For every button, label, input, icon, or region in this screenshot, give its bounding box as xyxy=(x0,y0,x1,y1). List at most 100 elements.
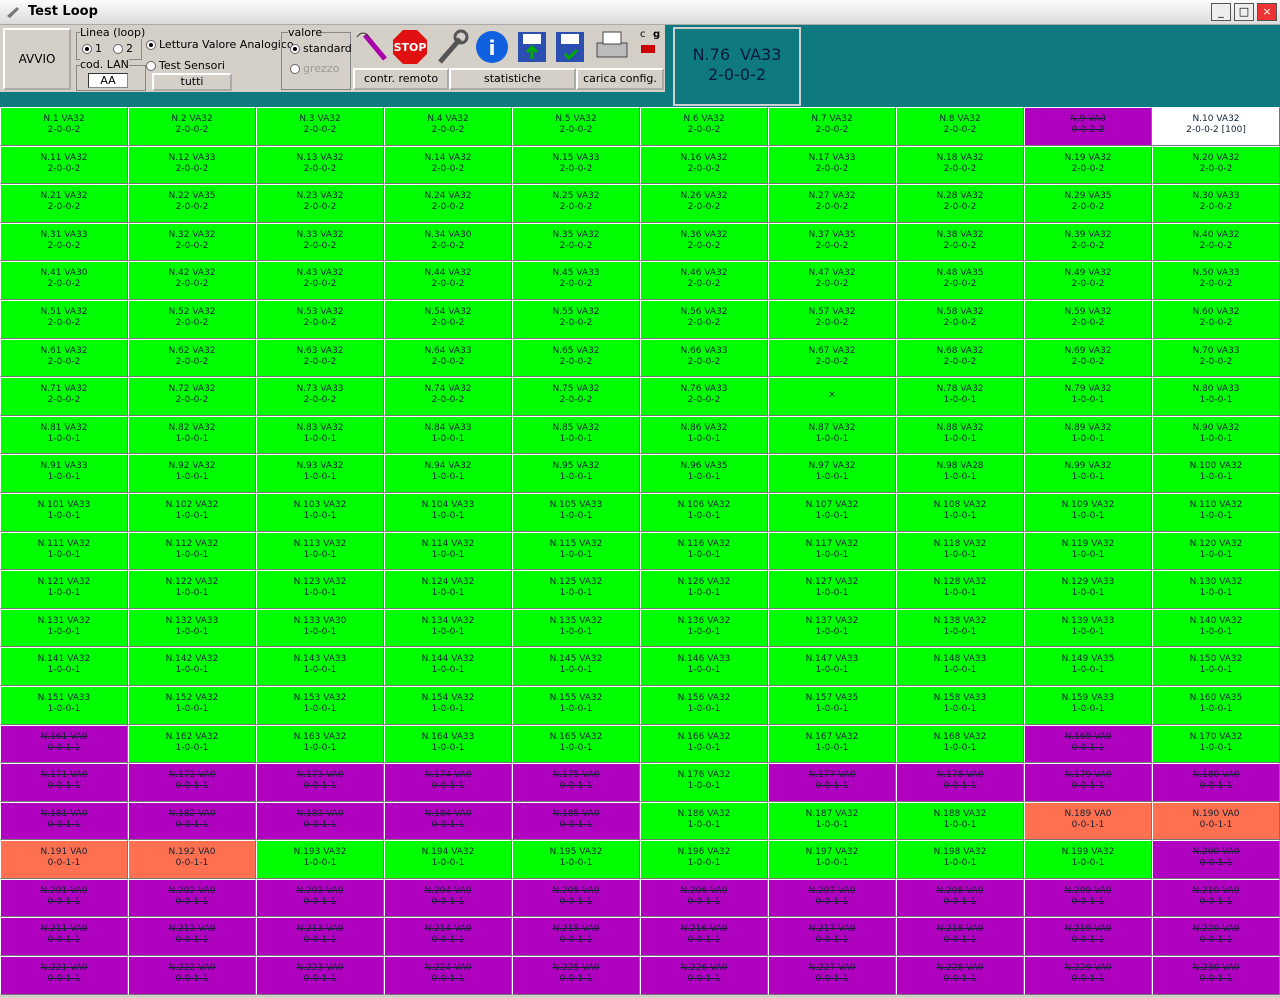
sensor-cell[interactable]: N.195 VA32 1-0-0-1 xyxy=(512,840,640,879)
sensor-cell[interactable]: N.12 VA33 2-0-0-2 xyxy=(128,145,256,185)
sensor-cell[interactable]: N.53 VA32 2-0-0-2 xyxy=(256,299,384,339)
sensor-cell[interactable]: N.31 VA33 2-0-0-2 xyxy=(0,222,128,262)
sensor-cell[interactable]: N.49 VA32 2-0-0-2 xyxy=(1024,261,1152,300)
sensor-cell[interactable]: N.228 VA0 0-0-1-1 xyxy=(896,956,1024,995)
tab-button[interactable]: carica config. xyxy=(576,68,664,90)
sensor-cell[interactable]: N.136 VA32 1-0-0-1 xyxy=(640,608,768,648)
print-icon[interactable] xyxy=(596,31,628,58)
sensor-cell[interactable]: N.114 VA32 1-0-0-1 xyxy=(384,531,512,571)
sensor-cell[interactable]: N.52 VA32 2-0-0-2 xyxy=(128,299,256,339)
sensor-cell[interactable]: N.158 VA33 1-0-0-1 xyxy=(896,685,1024,725)
sensor-cell[interactable]: N.229 VA0 0-0-1-1 xyxy=(1024,956,1152,995)
sensor-cell[interactable]: N.134 VA32 1-0-0-1 xyxy=(384,608,512,648)
sensor-cell[interactable]: N.11 VA32 2-0-0-2 xyxy=(0,145,128,185)
sensor-cell[interactable]: N.100 VA32 1-0-0-1 xyxy=(1152,454,1280,493)
sensor-cell[interactable]: N.106 VA32 1-0-0-1 xyxy=(640,492,768,532)
sensor-cell[interactable]: N.204 VA0 0-0-1-1 xyxy=(384,878,512,918)
sensor-cell[interactable]: N.167 VA32 1-0-0-1 xyxy=(768,724,896,764)
sensor-cell[interactable]: N.104 VA33 1-0-0-1 xyxy=(384,492,512,532)
sensor-cell[interactable]: N.78 VA32 1-0-0-1 xyxy=(896,377,1024,416)
sensor-cell[interactable]: N.215 VA0 0-0-1-1 xyxy=(512,917,640,957)
sensor-cell[interactable]: N.223 VA0 0-0-1-1 xyxy=(256,956,384,995)
sensor-cell[interactable]: N.141 VA32 1-0-0-1 xyxy=(0,647,128,686)
sensor-cell[interactable]: N.25 VA32 2-0-0-2 xyxy=(512,184,640,223)
sensor-cell[interactable]: N.163 VA32 1-0-0-1 xyxy=(256,724,384,764)
sensor-cell[interactable]: N.107 VA32 1-0-0-1 xyxy=(768,492,896,532)
sensor-cell[interactable]: N.39 VA32 2-0-0-2 xyxy=(1024,222,1152,262)
sensor-cell[interactable]: N.127 VA32 1-0-0-1 xyxy=(768,570,896,609)
sensor-cell[interactable]: N.4 VA32 2-0-0-2 xyxy=(384,107,512,146)
sensor-cell[interactable]: N.207 VA0 0-0-1-1 xyxy=(768,878,896,918)
sensor-cell[interactable]: N.65 VA32 2-0-0-2 xyxy=(512,338,640,378)
sensor-cell[interactable]: N.66 VA33 2-0-0-2 xyxy=(640,338,768,378)
sensor-cell[interactable]: N.57 VA32 2-0-0-2 xyxy=(768,299,896,339)
sensor-cell[interactable]: N.185 VA0 0-0-1-1 xyxy=(512,801,640,841)
save-icon[interactable] xyxy=(518,32,546,62)
sensor-cell[interactable]: N.156 VA32 1-0-0-1 xyxy=(640,685,768,725)
sensor-cell[interactable]: N.68 VA32 2-0-0-2 xyxy=(896,338,1024,378)
sensor-cell[interactable]: N.29 VA35 2-0-0-2 xyxy=(1024,184,1152,223)
sensor-cell[interactable]: N.230 VA0 0-0-1-1 xyxy=(1152,956,1280,995)
sensor-cell[interactable]: N.97 VA32 1-0-0-1 xyxy=(768,454,896,493)
sensor-cell[interactable]: N.160 VA35 1-0-0-1 xyxy=(1152,685,1280,725)
sensor-cell[interactable]: N.179 VA0 0-0-1-1 xyxy=(1024,763,1152,802)
sensor-cell[interactable]: N.101 VA33 1-0-0-1 xyxy=(0,492,128,532)
sensor-cell[interactable]: N.220 VA0 0-0-1-1 xyxy=(1152,917,1280,957)
sensor-cell[interactable]: N.166 VA32 1-0-0-1 xyxy=(640,724,768,764)
sensor-cell[interactable]: N.2 VA32 2-0-0-2 xyxy=(128,107,256,146)
sensor-cell[interactable]: N.115 VA32 1-0-0-1 xyxy=(512,531,640,571)
sensor-cell[interactable]: N.34 VA30 2-0-0-2 xyxy=(384,222,512,262)
sensor-cell[interactable]: N.180 VA0 0-0-1-1 xyxy=(1152,763,1280,802)
tab-button[interactable]: statistiche xyxy=(449,68,576,90)
sensor-cell[interactable]: N.26 VA32 2-0-0-2 xyxy=(640,184,768,223)
sensor-cell[interactable]: N.224 VA0 0-0-1-1 xyxy=(384,956,512,995)
sensor-cell[interactable]: N.94 VA32 1-0-0-1 xyxy=(384,454,512,493)
sensor-cell[interactable]: N.129 VA33 1-0-0-1 xyxy=(1024,570,1152,609)
sensor-cell[interactable]: N.221 VA0 0-0-1-1 xyxy=(0,956,128,995)
sensor-cell[interactable]: N.21 VA32 2-0-0-2 xyxy=(0,184,128,223)
sensor-cell[interactable]: N.40 VA32 2-0-0-2 xyxy=(1152,222,1280,262)
sensor-cell[interactable]: N.225 VA0 0-0-1-1 xyxy=(512,956,640,995)
radio-option[interactable]: standard xyxy=(290,42,352,55)
probe-icon[interactable] xyxy=(356,32,387,61)
sensor-cell[interactable]: N.154 VA32 1-0-0-1 xyxy=(384,685,512,725)
sensor-cell[interactable]: N.209 VA0 0-0-1-1 xyxy=(1024,878,1152,918)
sensor-cell[interactable]: N.41 VA30 2-0-0-2 xyxy=(0,261,128,300)
sensor-cell[interactable]: N.96 VA35 1-0-0-1 xyxy=(640,454,768,493)
sensor-cell[interactable]: N.201 VA0 0-0-1-1 xyxy=(0,878,128,918)
sensor-cell[interactable]: N.157 VA35 1-0-0-1 xyxy=(768,685,896,725)
close-button[interactable]: × xyxy=(1257,3,1277,21)
sensor-cell[interactable]: N.84 VA33 1-0-0-1 xyxy=(384,415,512,455)
lan-input[interactable]: AA xyxy=(88,73,128,88)
sensor-cell[interactable]: N.184 VA0 0-0-1-1 xyxy=(384,801,512,841)
maximize-button[interactable]: □ xyxy=(1234,3,1254,21)
sensor-cell[interactable]: N.190 VA0 0-0-1-1 xyxy=(1152,801,1280,841)
sensor-cell[interactable]: N.227 VA0 0-0-1-1 xyxy=(768,956,896,995)
sensor-cell[interactable]: N.82 VA32 1-0-0-1 xyxy=(128,415,256,455)
sensor-cell[interactable]: N.191 VA0 0-0-1-1 xyxy=(0,840,128,879)
info-icon[interactable]: i xyxy=(476,31,508,63)
sensor-cell[interactable]: N.93 VA32 1-0-0-1 xyxy=(256,454,384,493)
sensor-cell[interactable]: N.176 VA32 1-0-0-1 xyxy=(640,763,768,802)
sensor-cell[interactable]: N.51 VA32 2-0-0-2 xyxy=(0,299,128,339)
tab-button[interactable]: contr. remoto xyxy=(353,68,449,90)
radio-option[interactable]: Test Sensori xyxy=(146,59,225,72)
sensor-cell[interactable]: N.139 VA33 1-0-0-1 xyxy=(1024,608,1152,648)
sensor-cell[interactable]: N.18 VA32 2-0-0-2 xyxy=(896,145,1024,185)
sensor-cell[interactable]: N.105 VA33 1-0-0-1 xyxy=(512,492,640,532)
sensor-cell[interactable]: N.119 VA32 1-0-0-1 xyxy=(1024,531,1152,571)
radio-option[interactable]: grezzo xyxy=(290,62,339,75)
sensor-cell[interactable]: N.20 VA32 2-0-0-2 xyxy=(1152,145,1280,185)
sensor-cell[interactable]: N.42 VA32 2-0-0-2 xyxy=(128,261,256,300)
sensor-cell[interactable]: N.61 VA32 2-0-0-2 xyxy=(0,338,128,378)
sensor-cell[interactable]: N.172 VA0 0-0-1-1 xyxy=(128,763,256,802)
sensor-cell[interactable]: N.23 VA32 2-0-0-2 xyxy=(256,184,384,223)
sensor-cell[interactable]: N.62 VA32 2-0-0-2 xyxy=(128,338,256,378)
sensor-cell[interactable]: N.60 VA32 2-0-0-2 xyxy=(1152,299,1280,339)
sensor-cell[interactable]: N.212 VA0 0-0-1-1 xyxy=(128,917,256,957)
sensor-cell[interactable]: N.63 VA32 2-0-0-2 xyxy=(256,338,384,378)
sensor-cell[interactable]: N.122 VA32 1-0-0-1 xyxy=(128,570,256,609)
sensor-cell[interactable]: N.58 VA32 2-0-0-2 xyxy=(896,299,1024,339)
sensor-cell[interactable]: N.14 VA32 2-0-0-2 xyxy=(384,145,512,185)
sensor-cell[interactable]: N.226 VA0 0-0-1-1 xyxy=(640,956,768,995)
